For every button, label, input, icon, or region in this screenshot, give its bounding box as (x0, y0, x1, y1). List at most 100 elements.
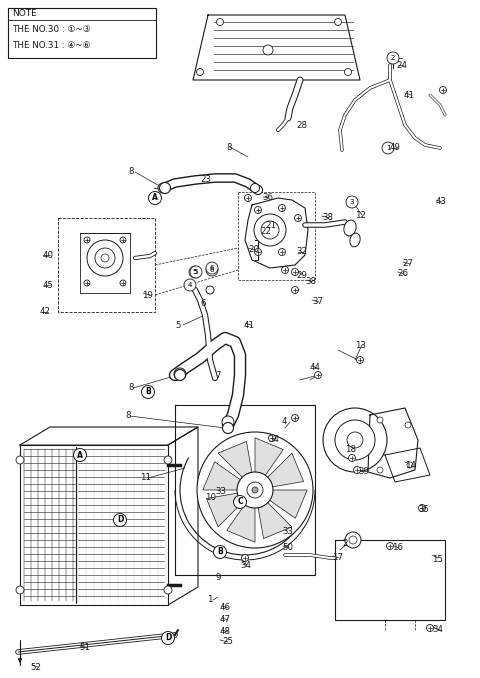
Circle shape (254, 214, 286, 246)
Text: 10: 10 (205, 494, 216, 502)
Text: 1: 1 (207, 595, 213, 605)
Text: B: B (217, 548, 223, 557)
Circle shape (84, 237, 90, 243)
Text: 47: 47 (220, 616, 231, 624)
Circle shape (214, 546, 227, 559)
Text: A: A (77, 450, 83, 460)
Text: 48: 48 (220, 628, 231, 637)
Text: 23: 23 (200, 176, 211, 184)
Circle shape (164, 456, 172, 464)
Circle shape (314, 372, 322, 378)
Text: NOTE: NOTE (12, 9, 37, 18)
Circle shape (353, 466, 360, 473)
Text: 13: 13 (355, 340, 366, 349)
Circle shape (244, 195, 252, 201)
Text: 24: 24 (396, 60, 407, 70)
Text: 9: 9 (215, 574, 220, 582)
Text: 12: 12 (355, 210, 366, 220)
Circle shape (295, 214, 301, 222)
Circle shape (197, 432, 313, 548)
Ellipse shape (344, 220, 356, 236)
Text: B: B (145, 388, 151, 397)
Polygon shape (206, 492, 247, 527)
Circle shape (254, 249, 262, 256)
Polygon shape (193, 15, 360, 80)
Circle shape (120, 280, 126, 286)
Circle shape (335, 420, 375, 460)
Circle shape (196, 68, 204, 75)
Text: 8: 8 (128, 384, 133, 393)
Text: 21: 21 (265, 220, 276, 229)
Text: 7: 7 (215, 370, 220, 380)
Text: 45: 45 (43, 281, 54, 290)
Text: 11: 11 (140, 473, 151, 483)
Circle shape (120, 237, 126, 243)
Circle shape (158, 183, 168, 193)
Circle shape (254, 207, 262, 214)
Text: 25: 25 (222, 637, 233, 647)
Text: THE NO.30 : ①~③: THE NO.30 : ①~③ (12, 24, 91, 33)
Text: 6: 6 (210, 265, 214, 271)
Text: 39: 39 (358, 468, 369, 477)
Circle shape (148, 191, 161, 205)
Text: 16: 16 (392, 544, 403, 553)
Circle shape (357, 357, 363, 363)
Text: THE NO.31 : ④~⑥: THE NO.31 : ④~⑥ (12, 41, 91, 49)
Circle shape (95, 248, 115, 268)
Circle shape (189, 266, 201, 278)
Polygon shape (20, 427, 198, 445)
Text: 6: 6 (200, 298, 205, 308)
Text: 41: 41 (404, 90, 415, 100)
Circle shape (405, 422, 411, 428)
Circle shape (206, 264, 218, 276)
Text: 33: 33 (282, 527, 293, 536)
Circle shape (101, 254, 109, 262)
Circle shape (206, 262, 218, 274)
Circle shape (159, 182, 170, 193)
Circle shape (87, 240, 123, 276)
Circle shape (247, 482, 263, 498)
Circle shape (253, 186, 263, 195)
Circle shape (241, 555, 249, 561)
Text: 29: 29 (296, 271, 307, 279)
Polygon shape (168, 427, 198, 605)
Text: 8: 8 (125, 412, 131, 420)
Text: 51: 51 (79, 643, 90, 652)
Polygon shape (266, 490, 307, 518)
Circle shape (291, 414, 299, 422)
Circle shape (323, 408, 387, 472)
Polygon shape (218, 441, 252, 481)
Circle shape (184, 279, 196, 291)
Circle shape (281, 266, 288, 273)
Circle shape (161, 631, 175, 645)
Text: 2: 2 (391, 55, 395, 61)
Text: 49: 49 (390, 144, 401, 153)
Text: 40: 40 (43, 250, 54, 260)
Circle shape (174, 368, 186, 380)
Circle shape (440, 87, 446, 94)
Text: 36: 36 (262, 193, 273, 203)
Text: 28: 28 (296, 121, 307, 129)
Circle shape (346, 196, 358, 208)
Circle shape (261, 221, 279, 239)
Text: 34: 34 (432, 626, 443, 635)
Text: 50: 50 (282, 544, 293, 553)
Circle shape (16, 456, 24, 464)
Text: 38: 38 (322, 214, 333, 222)
Circle shape (190, 266, 202, 278)
Circle shape (268, 435, 276, 441)
Text: 20: 20 (248, 245, 259, 254)
Polygon shape (227, 502, 255, 542)
Text: 26: 26 (397, 269, 408, 279)
Text: 8: 8 (128, 167, 133, 176)
Circle shape (223, 422, 233, 433)
Polygon shape (385, 448, 430, 482)
Circle shape (278, 249, 286, 256)
Circle shape (216, 18, 224, 26)
Text: 14: 14 (405, 460, 416, 469)
Text: 35: 35 (418, 506, 429, 515)
Text: 32: 32 (296, 247, 307, 256)
Text: 38: 38 (305, 277, 316, 287)
Text: 5: 5 (194, 269, 198, 275)
Text: 4: 4 (282, 418, 288, 426)
